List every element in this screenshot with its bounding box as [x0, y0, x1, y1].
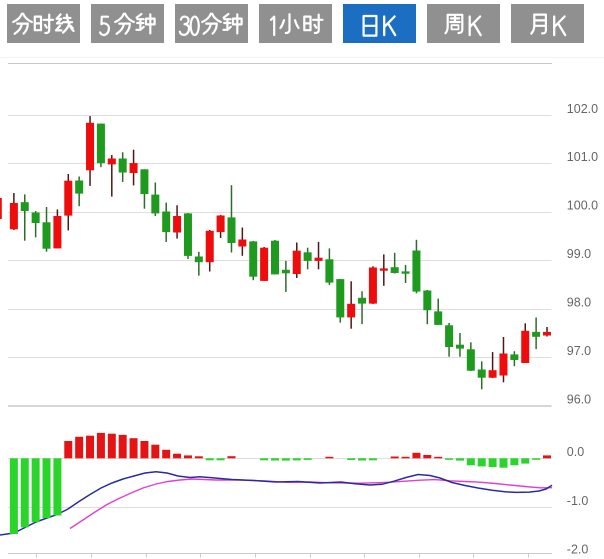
svg-text:101.0: 101.0	[567, 150, 598, 164]
svg-text:-2.0: -2.0	[567, 543, 589, 557]
svg-text:0.0: 0.0	[567, 445, 584, 459]
svg-text:97.0: 97.0	[567, 344, 591, 358]
svg-text:100.0: 100.0	[567, 199, 598, 213]
svg-text:-1.0: -1.0	[567, 494, 589, 508]
svg-text:98.0: 98.0	[567, 295, 591, 309]
svg-text:102.0: 102.0	[567, 102, 598, 116]
svg-text:99.0: 99.0	[567, 247, 591, 261]
svg-text:96.0: 96.0	[567, 392, 591, 406]
